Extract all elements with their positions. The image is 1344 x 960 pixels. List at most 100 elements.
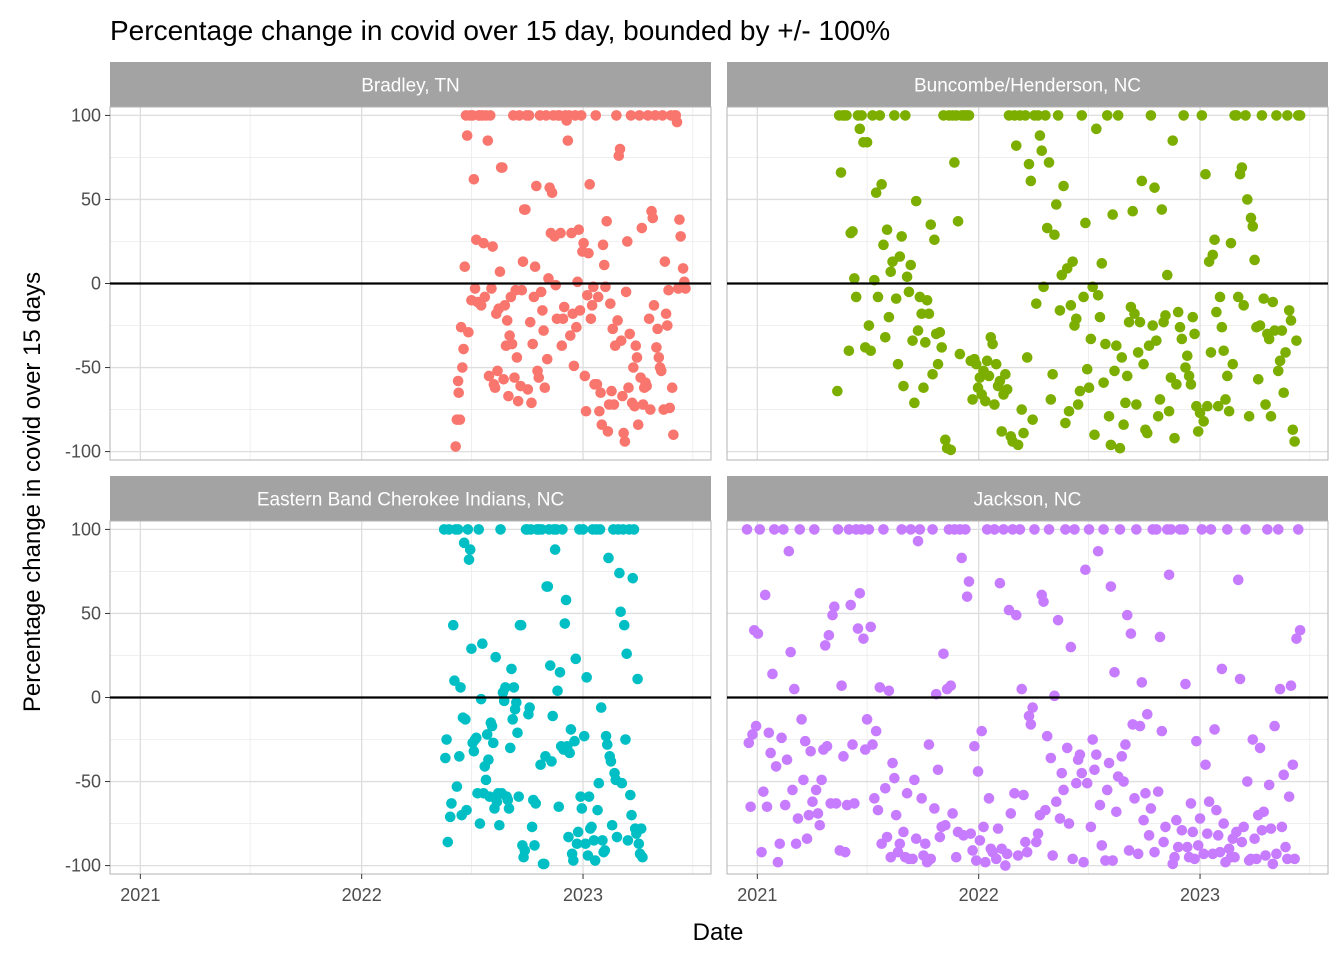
data-point [978, 821, 989, 833]
data-point [509, 372, 520, 383]
data-point [452, 524, 464, 535]
data-point [538, 858, 550, 870]
data-point [901, 788, 913, 799]
data-point [1089, 764, 1100, 776]
data-point [625, 110, 637, 121]
data-point [1214, 291, 1226, 303]
data-point [987, 338, 998, 350]
data-point [940, 434, 951, 446]
data-point [1172, 306, 1184, 318]
data-point [666, 382, 678, 394]
data-point [1074, 385, 1086, 397]
data-point [1065, 641, 1077, 653]
data-point [1138, 814, 1149, 826]
data-point [920, 838, 931, 850]
data-point [572, 276, 583, 288]
data-point [486, 283, 497, 294]
data-point [1103, 757, 1115, 769]
data-point [1211, 306, 1222, 318]
data-point [1249, 254, 1260, 266]
data-point [980, 395, 991, 407]
data-point [869, 793, 880, 804]
y-tick-label: 100 [71, 105, 101, 125]
data-point [620, 286, 632, 298]
data-point [1192, 840, 1204, 851]
x-tick-label: 2022 [342, 885, 382, 905]
data-point [1000, 860, 1011, 871]
data-point [1071, 313, 1082, 325]
data-point [634, 110, 645, 121]
data-point [1123, 316, 1135, 328]
data-point [449, 675, 460, 686]
data-point [1040, 110, 1051, 121]
data-point [980, 856, 991, 868]
data-point [486, 720, 498, 732]
data-point [847, 226, 858, 237]
data-point [1196, 110, 1208, 121]
data-point [889, 110, 900, 121]
data-point [1060, 524, 1071, 535]
data-point [1207, 249, 1219, 261]
data-point [899, 110, 911, 121]
y-axis-title: Percentage change in covid over 15 days [19, 272, 46, 712]
data-point [524, 702, 535, 713]
data-point [1223, 843, 1235, 855]
data-point [675, 231, 686, 242]
data-point [763, 727, 775, 739]
data-point [468, 745, 480, 757]
data-point [963, 576, 975, 587]
data-point [1265, 823, 1277, 834]
data-point [1269, 325, 1280, 336]
facet-panel: Bradley, TN 100 50 0 -50 -100 [65, 62, 712, 462]
data-point [887, 757, 898, 769]
data-point [571, 321, 582, 333]
data-point [1120, 397, 1131, 409]
data-point [907, 335, 918, 346]
data-point [506, 663, 517, 675]
data-point [611, 831, 623, 843]
data-point [892, 358, 904, 370]
data-point [967, 394, 978, 405]
data-point [1114, 524, 1126, 535]
data-point [1001, 848, 1013, 860]
data-point [961, 591, 973, 602]
data-point [1282, 853, 1293, 865]
data-point [1243, 410, 1255, 422]
data-point [537, 305, 548, 316]
data-point [533, 372, 545, 383]
data-point [1063, 818, 1075, 829]
data-point [544, 660, 556, 671]
data-point [1016, 683, 1028, 695]
data-point [1101, 784, 1113, 796]
data-point [1072, 399, 1084, 410]
data-point [1185, 379, 1197, 390]
data-point [1025, 719, 1037, 730]
data-point [772, 856, 784, 868]
data-point [523, 110, 535, 121]
data-point [444, 811, 456, 823]
data-point [845, 599, 857, 611]
data-point [854, 587, 866, 599]
data-point [914, 524, 926, 535]
data-point [1174, 321, 1186, 333]
data-point [1069, 524, 1080, 535]
data-point [1278, 387, 1290, 399]
data-point [750, 720, 762, 732]
data-point [680, 283, 691, 294]
data-point [870, 187, 882, 199]
data-point [940, 819, 951, 831]
data-point [555, 227, 566, 239]
data-point [637, 851, 648, 863]
data-point [578, 237, 589, 249]
data-point [1289, 436, 1300, 447]
data-point [801, 833, 813, 844]
data-point [809, 524, 820, 535]
data-point [1260, 850, 1271, 861]
data-point [956, 552, 967, 564]
data-point [947, 808, 958, 819]
data-point [641, 380, 653, 392]
data-point [515, 619, 527, 631]
data-point [856, 524, 867, 535]
data-point [1056, 767, 1068, 779]
data-point [1141, 427, 1153, 439]
